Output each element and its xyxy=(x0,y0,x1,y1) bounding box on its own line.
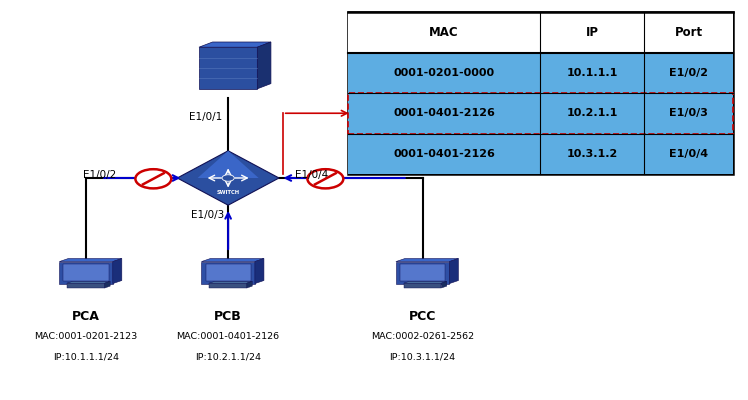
Text: MAC:0001-0201-2123: MAC:0001-0201-2123 xyxy=(34,332,138,341)
Polygon shape xyxy=(199,47,257,89)
Text: MAC:0001-0401-2126: MAC:0001-0401-2126 xyxy=(177,332,280,341)
Polygon shape xyxy=(396,262,450,284)
Text: E1/0/4: E1/0/4 xyxy=(669,149,708,159)
Polygon shape xyxy=(67,283,105,288)
Text: MAC: MAC xyxy=(429,26,459,39)
Bar xyxy=(348,93,733,134)
Polygon shape xyxy=(396,258,459,262)
Text: IP:10.1.1.1/24: IP:10.1.1.1/24 xyxy=(53,352,119,361)
Text: E1/0/2: E1/0/2 xyxy=(83,170,116,180)
Text: E1/0/1: E1/0/1 xyxy=(189,112,222,122)
Text: 0001-0401-2126: 0001-0401-2126 xyxy=(393,108,495,118)
Bar xyxy=(348,134,733,174)
Circle shape xyxy=(222,175,234,181)
Text: IP: IP xyxy=(586,26,599,39)
Text: IP:10.3.1.1/24: IP:10.3.1.1/24 xyxy=(390,352,456,361)
Text: Port: Port xyxy=(675,26,703,39)
Bar xyxy=(348,52,733,93)
Circle shape xyxy=(307,169,343,188)
Polygon shape xyxy=(59,262,113,284)
Text: E1/0/3: E1/0/3 xyxy=(669,108,708,118)
Polygon shape xyxy=(199,42,271,47)
Polygon shape xyxy=(201,258,264,262)
Bar xyxy=(206,264,251,282)
Bar xyxy=(400,264,445,282)
Polygon shape xyxy=(59,258,122,262)
Polygon shape xyxy=(404,283,441,288)
Bar xyxy=(348,93,733,134)
Polygon shape xyxy=(247,281,252,288)
Polygon shape xyxy=(105,281,110,288)
Polygon shape xyxy=(257,42,271,89)
Polygon shape xyxy=(201,262,255,284)
Bar xyxy=(348,12,733,52)
Text: 10.1.1.1: 10.1.1.1 xyxy=(567,68,618,78)
Text: IP:10.2.1.1/24: IP:10.2.1.1/24 xyxy=(195,352,261,361)
Text: PCA: PCA xyxy=(72,310,100,323)
Bar xyxy=(64,264,108,282)
Polygon shape xyxy=(197,151,259,178)
Polygon shape xyxy=(67,281,110,283)
Polygon shape xyxy=(441,281,447,288)
Text: E1/0/3: E1/0/3 xyxy=(191,210,224,220)
Text: E1/0/4: E1/0/4 xyxy=(295,170,328,180)
Text: E1/0/2: E1/0/2 xyxy=(669,68,708,78)
Polygon shape xyxy=(209,283,247,288)
Text: 10.2.1.1: 10.2.1.1 xyxy=(567,108,618,118)
Text: 10.3.1.2: 10.3.1.2 xyxy=(567,149,618,159)
Polygon shape xyxy=(450,258,459,284)
Text: 0001-0401-2126: 0001-0401-2126 xyxy=(393,149,495,159)
Circle shape xyxy=(135,169,171,188)
Text: PCC: PCC xyxy=(409,310,436,323)
Text: 0001-0201-0000: 0001-0201-0000 xyxy=(393,68,494,78)
Text: SWITCH: SWITCH xyxy=(217,190,239,195)
Polygon shape xyxy=(113,258,122,284)
Polygon shape xyxy=(255,258,264,284)
Polygon shape xyxy=(209,281,252,283)
Text: PCB: PCB xyxy=(214,310,242,323)
Polygon shape xyxy=(404,281,447,283)
Bar xyxy=(348,12,733,174)
Text: MAC:0002-0261-2562: MAC:0002-0261-2562 xyxy=(371,332,474,341)
Polygon shape xyxy=(177,151,279,205)
